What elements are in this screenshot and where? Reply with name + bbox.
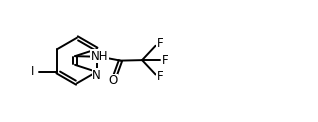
- Text: F: F: [157, 71, 163, 83]
- Text: NH: NH: [91, 50, 108, 63]
- Text: F: F: [162, 54, 168, 67]
- Text: F: F: [157, 37, 163, 50]
- Text: O: O: [108, 74, 117, 87]
- Text: I: I: [31, 65, 35, 78]
- Text: N: N: [92, 69, 101, 82]
